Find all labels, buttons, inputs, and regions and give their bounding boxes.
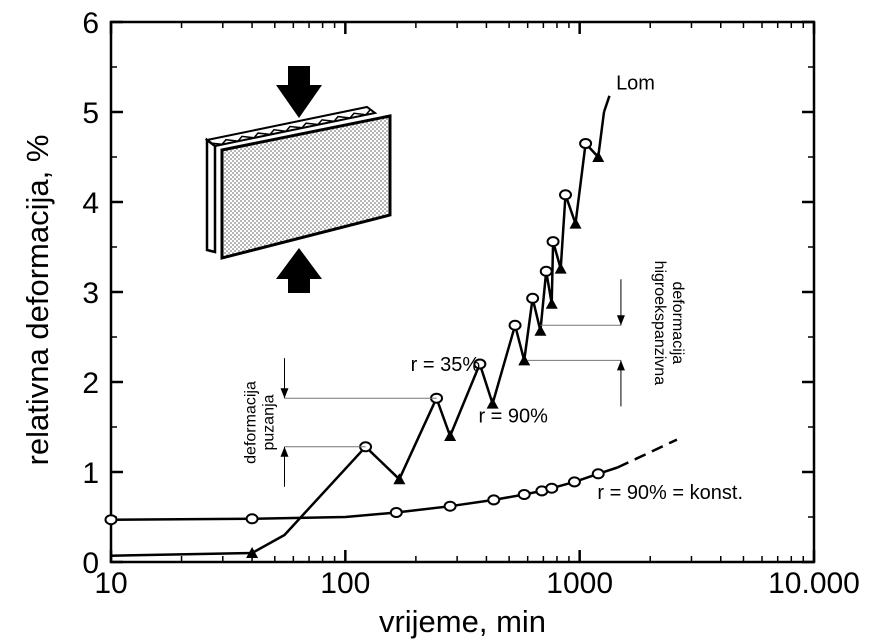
y-tick-label: 3 xyxy=(82,277,99,310)
point-marker-circle xyxy=(546,236,560,248)
hygro-arrowhead-down xyxy=(616,315,625,326)
point-marker-circle xyxy=(487,494,501,506)
point-marker-circle xyxy=(473,358,487,370)
annotation-lom: Lom xyxy=(616,73,655,95)
annotation-r90: r = 90% xyxy=(478,406,548,428)
hygro-label-line: deformacija xyxy=(669,281,686,364)
point-marker-circle xyxy=(526,292,540,304)
x-tick-label: 10.000 xyxy=(768,567,860,600)
corrugation-line xyxy=(209,109,371,146)
point-marker-triangle xyxy=(486,397,499,409)
point-marker-circle xyxy=(389,507,403,518)
x-tick-label: 100 xyxy=(320,567,370,600)
x-tick-label: 1000 xyxy=(546,567,613,600)
annotation-r35: r = 35% xyxy=(411,354,481,376)
x-axis-title: vrijeme, min xyxy=(379,604,546,639)
point-marker-triangle xyxy=(534,324,547,336)
hygro-label: higroekspanzivna deformacija xyxy=(651,261,686,386)
point-marker-triangle xyxy=(569,217,582,229)
series-extension-dashed xyxy=(616,438,678,469)
y-tick-label: 2 xyxy=(82,367,99,400)
point-marker-triangle xyxy=(545,297,558,309)
y-tick-label: 1 xyxy=(82,457,99,490)
point-marker-triangle xyxy=(444,430,457,441)
point-marker-circle xyxy=(545,482,559,494)
series-line-1 xyxy=(110,111,606,557)
point-marker-triangle xyxy=(554,262,567,274)
point-marker-circle xyxy=(579,138,593,149)
point-marker-triangle xyxy=(518,354,531,366)
specimen-corrugation xyxy=(209,109,371,146)
point-marker-triangle xyxy=(592,151,605,162)
hygro-arrowhead-up xyxy=(616,360,625,371)
creep-label-line: puzanja xyxy=(260,394,277,450)
hygro-label-line: higroekspanzivna xyxy=(651,261,668,386)
lom-leader-line xyxy=(602,95,611,113)
point-marker-circle xyxy=(517,489,531,500)
point-marker-circle xyxy=(567,476,581,488)
y-tick-label: 0 xyxy=(82,547,99,580)
specimen-front-face xyxy=(220,114,392,260)
annotations: Lom r = 35% r = 90% r = 90% = konst. deforma… xyxy=(242,73,743,505)
point-marker-circle xyxy=(591,468,605,480)
arrow-up-icon xyxy=(276,248,322,293)
point-marker-circle xyxy=(558,189,572,201)
point-marker-circle xyxy=(245,513,259,525)
point-marker-circle xyxy=(443,500,457,512)
point-marker-circle xyxy=(104,514,118,526)
specimen-compression-illustration xyxy=(204,66,392,293)
point-marker-triangle xyxy=(393,473,406,485)
point-marker-triangle xyxy=(246,547,259,558)
y-tick-label: 4 xyxy=(82,187,99,220)
creep-label: deformacija puzanja xyxy=(242,381,277,464)
creep-arrowhead-up xyxy=(280,446,289,457)
point-marker-circle xyxy=(539,265,553,277)
plot-frame xyxy=(109,20,816,564)
annotation-r90konst: r = 90% = konst. xyxy=(597,482,743,504)
y-tick-label: 6 xyxy=(82,7,99,40)
y-axis-title: relativna deformacija, % xyxy=(20,135,55,466)
x-tick-label: 10 xyxy=(94,567,127,600)
series xyxy=(104,111,678,558)
creep-arrowhead-down xyxy=(280,388,289,399)
creep-label-line: deformacija xyxy=(242,381,259,464)
point-marker-circle xyxy=(508,319,522,331)
y-tick-label: 5 xyxy=(82,97,99,130)
axes: 10 100 1000 10.000 0 1 2 3 4 5 6 vrijeme, min relati… xyxy=(20,7,860,639)
arrow-down-icon xyxy=(276,66,322,118)
specimen-side-face xyxy=(205,137,217,254)
